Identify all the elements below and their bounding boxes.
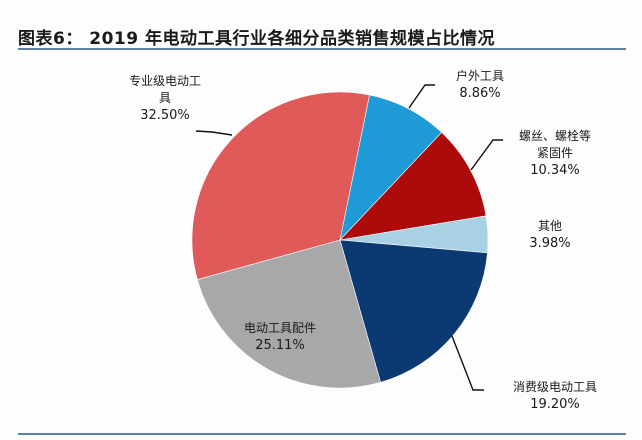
pie-slice [339,132,487,241]
leader-lines [195,84,503,391]
label-pro-name-1: 专业级电动工 [128,74,201,88]
label-pro: 专业级电动工 具 32.50% [100,73,230,124]
label-consumer-name: 消费级电动工具 [512,380,597,394]
label-fastener: 螺丝、螺栓等 紧固件 10.34% [500,128,610,179]
label-other-name: 其他 [537,219,562,233]
leader-line-fastener [470,139,503,171]
label-fastener-name-2: 紧固件 [536,146,573,160]
pie-slice [191,91,370,280]
chart-title: 图表6： 2019 年电动工具行业各细分品类销售规模占比情况 [18,29,495,49]
label-other-pct: 3.98% [529,236,571,251]
label-outdoor: 户外工具 8.86% [430,68,530,102]
label-fastener-name-1: 螺丝、螺栓等 [518,129,591,143]
leader-line-pro [195,130,233,136]
pie-slice [339,94,443,241]
label-outdoor-name: 户外工具 [455,69,504,83]
label-outdoor-pct: 8.86% [459,86,501,101]
title-underline [18,48,626,50]
label-accessory-name: 电动工具配件 [243,321,316,335]
label-other: 其他 3.98% [510,218,590,252]
label-pro-name-2: 具 [158,91,171,105]
pie-slice [197,239,381,389]
label-consumer: 消费级电动工具 19.20% [490,379,620,413]
pie-slice [339,239,488,383]
label-pro-pct: 32.50% [140,108,190,123]
bottom-rule [18,433,626,435]
leader-line-outdoor [408,84,435,109]
label-accessory: 电动工具配件 25.11% [220,320,340,354]
leader-line-consumer [451,335,484,391]
pie-slices [191,91,489,389]
label-accessory-pct: 25.11% [255,338,305,353]
label-consumer-pct: 19.20% [530,397,580,412]
label-fastener-pct: 10.34% [530,163,580,178]
